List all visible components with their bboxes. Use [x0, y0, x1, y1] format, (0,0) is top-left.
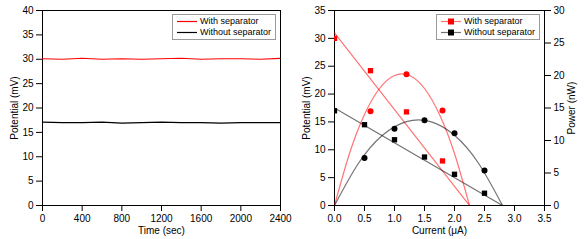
svg-text:10: 10: [314, 144, 326, 155]
svg-text:2000: 2000: [230, 213, 253, 224]
svg-text:30: 30: [22, 53, 34, 64]
svg-text:Current (μA): Current (μA): [412, 225, 467, 236]
svg-text:5: 5: [28, 175, 34, 186]
svg-text:Power (nW): Power (nW): [566, 82, 577, 135]
svg-text:20: 20: [554, 70, 566, 81]
svg-text:25: 25: [22, 78, 34, 89]
svg-text:800: 800: [113, 213, 130, 224]
svg-text:20: 20: [22, 102, 34, 113]
svg-text:5: 5: [554, 167, 560, 178]
svg-text:0: 0: [40, 213, 46, 224]
svg-text:15: 15: [22, 127, 34, 138]
svg-text:0.0: 0.0: [328, 213, 342, 224]
svg-text:0: 0: [28, 200, 34, 211]
svg-text:1.0: 1.0: [388, 213, 402, 224]
svg-text:Potential (mV): Potential (mV): [301, 76, 312, 139]
svg-text:2.5: 2.5: [478, 213, 492, 224]
html-text:With separator: With separator: [200, 16, 259, 26]
svg-text:0.5: 0.5: [358, 213, 372, 224]
svg-text:3.0: 3.0: [508, 213, 522, 224]
svg-text:25: 25: [314, 60, 326, 71]
svg-text:15: 15: [554, 102, 566, 113]
html-text:With separator: With separator: [464, 16, 523, 26]
svg-text:1200: 1200: [150, 213, 173, 224]
svg-text:40: 40: [22, 5, 34, 16]
svg-text:30: 30: [314, 33, 326, 44]
svg-text:2400: 2400: [269, 213, 292, 224]
svg-text:10: 10: [554, 135, 566, 146]
html-text:Without separator: Without separator: [200, 27, 271, 37]
svg-text:35: 35: [314, 5, 326, 16]
svg-text:3.5: 3.5: [538, 213, 552, 224]
svg-text:15: 15: [314, 116, 326, 127]
svg-text:5: 5: [320, 172, 326, 183]
svg-text:0: 0: [320, 200, 326, 211]
svg-text:0: 0: [554, 200, 560, 211]
svg-text:Time (sec): Time (sec): [138, 225, 185, 236]
svg-text:30: 30: [554, 5, 566, 16]
svg-text:1.5: 1.5: [418, 213, 432, 224]
svg-text:400: 400: [74, 213, 91, 224]
html-text:Without separator: Without separator: [464, 27, 535, 37]
svg-text:1600: 1600: [190, 213, 213, 224]
svg-text:Potential (mV): Potential (mV): [9, 76, 20, 139]
svg-text:35: 35: [22, 29, 34, 40]
svg-text:10: 10: [22, 151, 34, 162]
svg-text:20: 20: [314, 88, 326, 99]
svg-text:2.0: 2.0: [448, 213, 462, 224]
svg-text:25: 25: [554, 37, 566, 48]
